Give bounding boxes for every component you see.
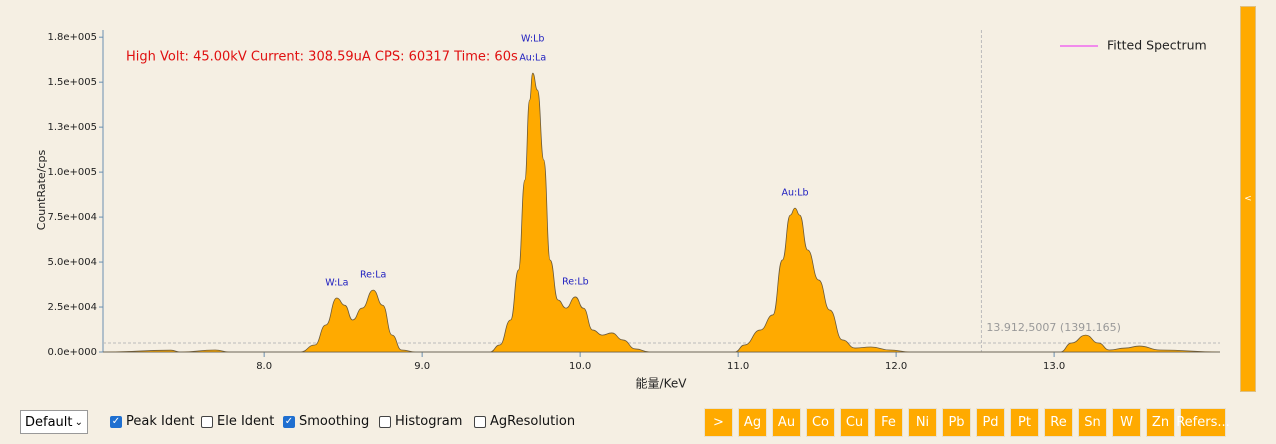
legend-label: Fitted Spectrum xyxy=(1107,38,1207,53)
checkbox[interactable]: ✓ Peak Ident xyxy=(110,414,194,429)
y-tick-label: 5.0e+004 xyxy=(47,257,97,268)
element-button[interactable]: Ag xyxy=(738,408,767,437)
peak-label: W:La xyxy=(325,278,348,289)
cursor-label: 13.912,5007 (1391.165) xyxy=(986,321,1121,334)
checkbox-label: Histogram xyxy=(395,414,463,429)
element-button[interactable]: Re xyxy=(1044,408,1073,437)
x-tick-label: 13.0 xyxy=(1043,361,1065,372)
element-button[interactable]: W xyxy=(1112,408,1141,437)
checkbox[interactable]: AgResolution xyxy=(474,414,575,429)
checkbox[interactable]: ✓ Smoothing xyxy=(283,414,369,429)
x-tick-label: 8.0 xyxy=(256,361,272,372)
side-button[interactable]: < xyxy=(1240,6,1256,392)
checkbox-label: Peak Ident xyxy=(126,414,195,429)
y-tick-label: 1.5e+005 xyxy=(47,77,97,88)
element-button[interactable]: Refers... xyxy=(1176,408,1230,437)
x-axis-label: 能量/KeV xyxy=(636,377,688,391)
checkbox-box xyxy=(379,415,391,428)
preset-text: Default xyxy=(25,414,73,430)
peak-label: Re:Lb xyxy=(562,276,589,287)
element-button[interactable]: Ni xyxy=(908,408,937,437)
checkbox-box: ✓ xyxy=(110,415,122,428)
checkbox-label: AgResolution xyxy=(490,414,576,429)
element-button[interactable]: Pt xyxy=(1010,408,1039,437)
checkbox-label: Smoothing xyxy=(299,414,370,429)
element-button[interactable]: Co xyxy=(806,408,835,437)
dropdown-arrow: ⌄ xyxy=(74,416,83,428)
preset-dropdown[interactable]: Default ⌄ xyxy=(20,410,88,434)
chart: High Volt: 45.00kV Current: 308.59uA CPS… xyxy=(35,30,1221,391)
y-tick-label: 1.8e+005 xyxy=(47,32,97,43)
y-tick-label: 7.5e+004 xyxy=(47,212,97,223)
checkbox-box xyxy=(474,415,486,428)
info-text: High Volt: 45.00kV Current: 308.59uA CPS… xyxy=(126,50,518,65)
element-button[interactable]: > xyxy=(704,408,733,437)
y-tick-label: 1.3e+005 xyxy=(47,122,97,133)
x-tick-label: 10.0 xyxy=(569,361,591,372)
checkbox-label: Ele Ident xyxy=(217,414,275,429)
element-button[interactable]: Sn xyxy=(1078,408,1107,437)
element-button[interactable]: Zn xyxy=(1146,408,1175,437)
element-button[interactable]: Pd xyxy=(976,408,1005,437)
element-button[interactable]: Pb xyxy=(942,408,971,437)
x-tick-label: 12.0 xyxy=(885,361,907,372)
checkbox[interactable]: Ele Ident xyxy=(201,414,274,429)
peak-label: Re:La xyxy=(360,270,386,281)
x-tick-label: 9.0 xyxy=(414,361,430,372)
y-tick-label: 1.0e+005 xyxy=(47,167,97,178)
x-tick-label: 11.0 xyxy=(727,361,749,372)
element-button[interactable]: Fe xyxy=(874,408,903,437)
spectrum-area xyxy=(102,72,1221,353)
peak-label: Au:Lb xyxy=(781,188,808,199)
peak-label: Au:La xyxy=(519,53,546,64)
element-button[interactable]: Au xyxy=(772,408,801,437)
peak-label: W:Lb xyxy=(521,34,544,45)
checkbox[interactable]: Histogram xyxy=(379,414,462,429)
checkbox-box xyxy=(201,415,213,428)
y-axis-label: CountRate/cps xyxy=(35,150,48,231)
y-tick-label: 0.0e+000 xyxy=(47,347,97,358)
checkbox-box: ✓ xyxy=(283,415,295,428)
element-button[interactable]: Cu xyxy=(840,408,869,437)
y-tick-label: 2.5e+004 xyxy=(47,302,97,313)
